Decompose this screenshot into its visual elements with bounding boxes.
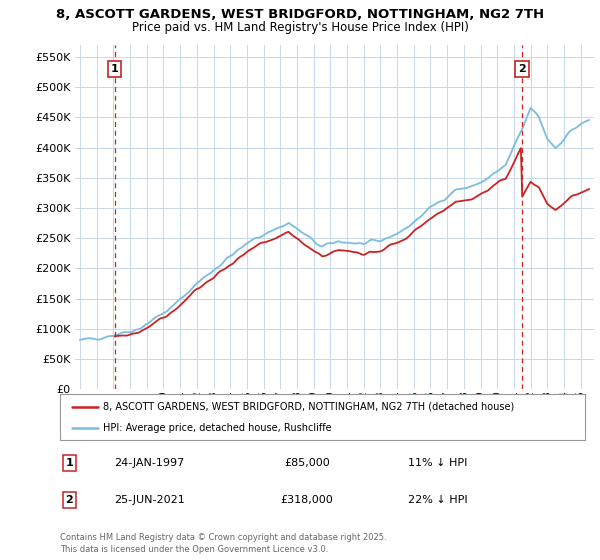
Text: £85,000: £85,000: [284, 458, 329, 468]
Text: 1: 1: [65, 458, 73, 468]
Text: 11% ↓ HPI: 11% ↓ HPI: [409, 458, 467, 468]
Text: 2: 2: [518, 64, 526, 74]
Text: 24-JAN-1997: 24-JAN-1997: [114, 458, 184, 468]
Text: 25-JUN-2021: 25-JUN-2021: [114, 495, 185, 505]
Text: Price paid vs. HM Land Registry's House Price Index (HPI): Price paid vs. HM Land Registry's House …: [131, 21, 469, 34]
Text: HPI: Average price, detached house, Rushcliffe: HPI: Average price, detached house, Rush…: [103, 423, 332, 433]
Text: 8, ASCOTT GARDENS, WEST BRIDGFORD, NOTTINGHAM, NG2 7TH (detached house): 8, ASCOTT GARDENS, WEST BRIDGFORD, NOTTI…: [103, 402, 514, 412]
Text: £318,000: £318,000: [280, 495, 333, 505]
Text: 2: 2: [65, 495, 73, 505]
Text: 1: 1: [110, 64, 118, 74]
Text: 8, ASCOTT GARDENS, WEST BRIDGFORD, NOTTINGHAM, NG2 7TH: 8, ASCOTT GARDENS, WEST BRIDGFORD, NOTTI…: [56, 8, 544, 21]
Text: Contains HM Land Registry data © Crown copyright and database right 2025.
This d: Contains HM Land Registry data © Crown c…: [60, 533, 386, 554]
Text: 22% ↓ HPI: 22% ↓ HPI: [408, 495, 468, 505]
